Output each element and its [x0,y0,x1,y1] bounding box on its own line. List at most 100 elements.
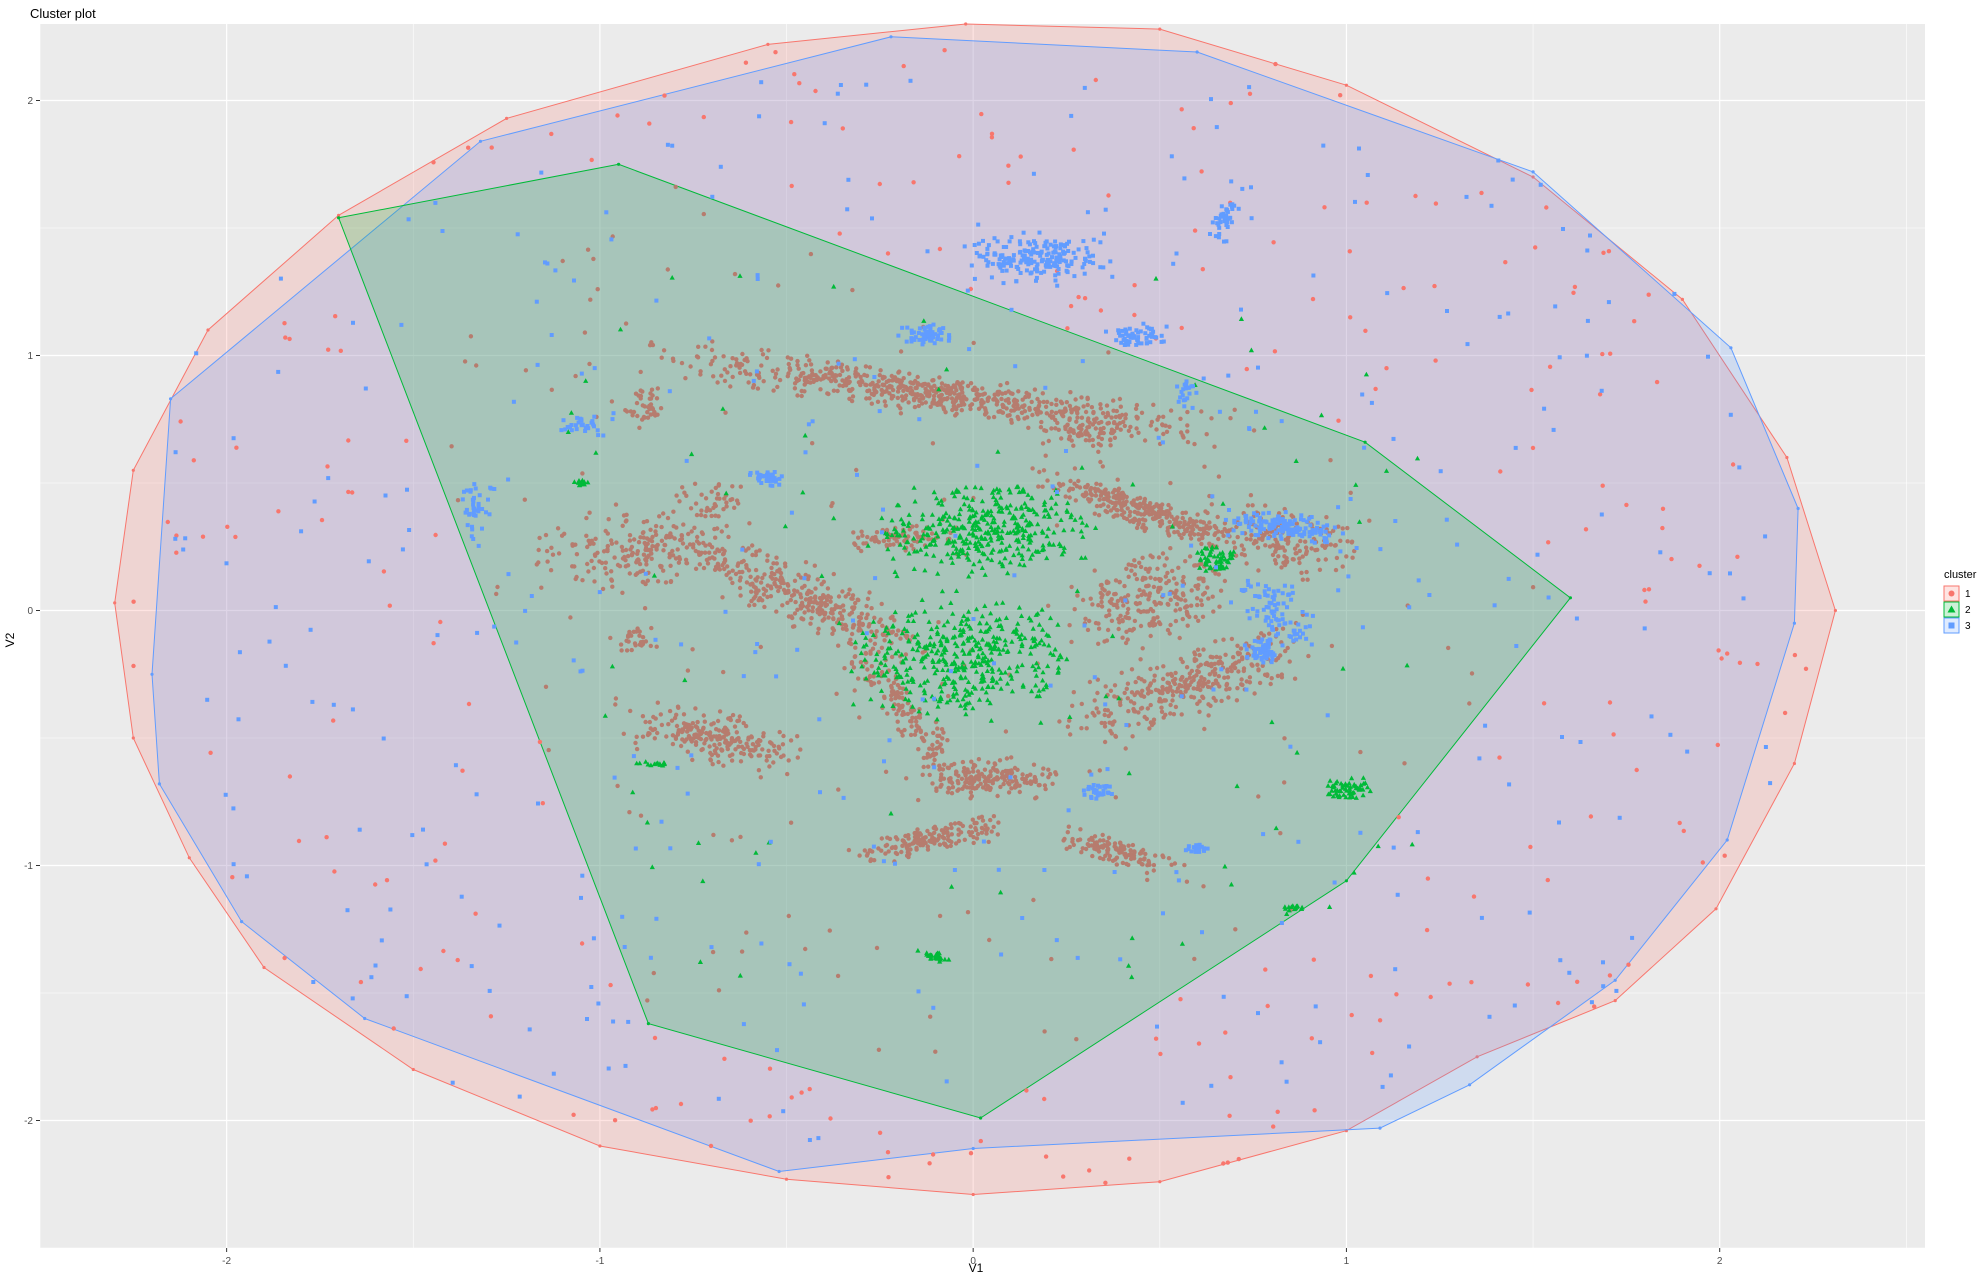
point-cluster-1 [904,652,908,656]
point-cluster-1 [1204,524,1208,528]
point-cluster-1 [1094,426,1098,430]
point-cluster-1 [701,747,705,751]
point-cluster-1 [1061,414,1065,418]
point-cluster-1 [703,551,707,555]
point-cluster-3 [1477,756,1481,760]
point-cluster-1 [1273,349,1277,353]
point-cluster-1 [1005,756,1009,760]
point-cluster-1 [743,369,747,373]
point-cluster-1 [1148,553,1152,557]
point-cluster-1 [651,728,655,732]
point-cluster-3 [1614,989,1618,993]
point-cluster-1 [1098,483,1102,487]
point-cluster-1 [632,630,636,634]
point-cluster-1 [1190,588,1194,592]
point-cluster-1 [1402,761,1406,765]
point-cluster-1 [1174,582,1178,586]
point-cluster-1 [474,363,478,367]
point-cluster-1 [1037,470,1041,474]
point-cluster-1 [941,397,945,401]
point-cluster-1 [1173,608,1177,612]
point-cluster-1 [373,882,377,886]
point-cluster-1 [778,378,782,382]
point-cluster-1 [681,541,685,545]
point-cluster-1 [942,48,946,52]
point-cluster-1 [1142,695,1146,699]
point-cluster-3 [836,92,840,96]
point-cluster-1 [593,537,597,541]
point-cluster-3 [351,707,355,711]
point-cluster-1 [1230,637,1234,641]
point-cluster-1 [711,762,715,766]
point-cluster-1 [610,399,614,403]
point-cluster-3 [1008,775,1012,779]
point-cluster-1 [1220,530,1224,534]
point-cluster-1 [742,559,746,563]
point-cluster-1 [1112,506,1116,510]
point-cluster-1 [1344,554,1348,558]
point-cluster-1 [1121,603,1125,607]
point-cluster-1 [1804,667,1808,671]
point-cluster-1 [851,394,855,398]
point-cluster-1 [983,768,987,772]
point-cluster-1 [1373,387,1377,391]
point-cluster-1 [746,546,750,550]
point-cluster-1 [1083,485,1087,489]
point-cluster-1 [1103,1181,1107,1185]
point-cluster-1 [940,381,944,385]
point-cluster-1 [1099,504,1103,508]
point-cluster-1 [909,719,913,723]
point-cluster-1 [1350,556,1354,560]
point-cluster-1 [1099,308,1103,312]
point-cluster-1 [802,389,806,393]
point-cluster-1 [1197,710,1201,714]
point-cluster-1 [795,393,799,397]
point-cluster-1 [868,652,872,656]
point-cluster-1 [875,629,879,633]
point-cluster-1 [1158,509,1162,513]
point-cluster-1 [568,615,572,619]
point-cluster-1 [1168,520,1172,524]
point-cluster-1 [853,688,857,692]
point-cluster-1 [1642,588,1646,592]
point-cluster-1 [660,539,664,543]
point-cluster-1 [765,754,769,758]
point-cluster-1 [768,1114,772,1118]
hull-vertex-cluster-1 [1714,907,1717,910]
point-cluster-1 [1678,821,1682,825]
point-cluster-1 [935,726,939,730]
point-cluster-1 [830,632,834,636]
point-cluster-1 [949,844,953,848]
point-cluster-1 [1334,568,1338,572]
point-cluster-1 [828,928,832,932]
point-cluster-1 [1066,830,1070,834]
point-cluster-1 [748,575,752,579]
point-cluster-1 [1143,438,1147,442]
point-cluster-1 [969,775,973,779]
point-cluster-3 [572,658,576,662]
point-cluster-1 [677,499,681,503]
point-cluster-1 [880,602,884,606]
point-cluster-1 [1090,602,1094,606]
point-cluster-1 [951,785,955,789]
point-cluster-1 [1016,417,1020,421]
point-cluster-1 [676,732,680,736]
point-cluster-1 [865,612,869,616]
point-cluster-1 [1076,838,1080,842]
point-cluster-1 [1725,651,1729,655]
point-cluster-1 [1250,664,1254,668]
point-cluster-1 [1136,431,1140,435]
point-cluster-1 [666,267,670,271]
point-cluster-1 [744,930,748,934]
point-cluster-3 [654,638,658,642]
point-cluster-3 [589,985,593,989]
point-cluster-1 [1042,1097,1046,1101]
point-cluster-1 [1033,775,1037,779]
point-cluster-1 [690,758,694,762]
point-cluster-1 [972,841,976,845]
point-cluster-1 [800,394,804,398]
point-cluster-1 [1070,837,1074,841]
point-cluster-1 [404,439,408,443]
point-cluster-1 [1384,366,1388,370]
point-cluster-1 [1136,594,1140,598]
